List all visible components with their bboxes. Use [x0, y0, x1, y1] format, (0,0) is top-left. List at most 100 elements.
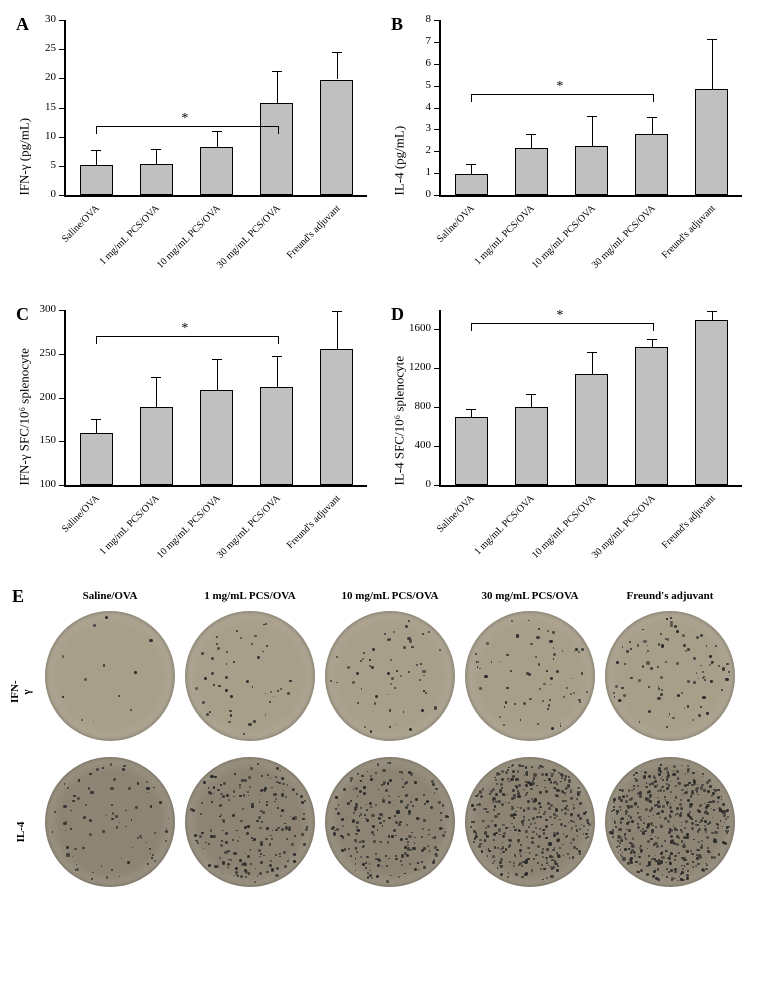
y-tick-mark	[59, 354, 64, 355]
y-tick-mark	[434, 485, 439, 486]
y-tick-mark	[434, 20, 439, 21]
bar	[455, 174, 488, 195]
error-cap	[151, 149, 161, 150]
error-cap	[526, 134, 536, 135]
well-row-ifn	[40, 606, 753, 746]
bar	[455, 417, 488, 485]
bar	[515, 407, 548, 485]
y-tick-mark	[59, 485, 64, 486]
y-tick-mark	[434, 151, 439, 152]
col-header: Freund's adjuvant	[600, 590, 740, 606]
error-cap	[526, 394, 536, 395]
error-bar	[277, 356, 278, 388]
y-tick-mark	[434, 42, 439, 43]
bar	[260, 387, 293, 485]
bar	[200, 390, 233, 485]
error-bar	[277, 71, 278, 103]
elispot-well	[605, 611, 735, 741]
error-cap	[272, 356, 282, 357]
error-bar	[712, 311, 713, 320]
error-cap	[587, 352, 597, 353]
significance-bracket	[471, 94, 654, 102]
panel-e: ESaline/OVA1 mg/mL PCS/OVA10 mg/mL PCS/O…	[10, 590, 753, 892]
well-cell	[600, 606, 740, 746]
y-tick-mark	[434, 173, 439, 174]
bar	[575, 374, 608, 485]
error-bar	[156, 377, 157, 408]
well-cell	[600, 752, 740, 892]
panel-b: B*012345678IL-4 (pg/mL)Saline/OVA1 mg/mL…	[385, 10, 750, 290]
bar	[140, 407, 173, 485]
y-tick-mark	[59, 398, 64, 399]
well-cell	[320, 606, 460, 746]
bar	[80, 165, 113, 195]
y-tick-mark	[59, 441, 64, 442]
row-header: IFN-γ	[9, 681, 33, 703]
error-bar	[96, 150, 97, 165]
bar	[140, 164, 173, 195]
error-bar	[471, 164, 472, 175]
y-tick-mark	[59, 49, 64, 50]
error-cap	[332, 311, 342, 312]
error-bar	[156, 149, 157, 164]
error-cap	[707, 39, 717, 40]
figure-root: A*051015202530IFN-γ (pg/mL)Saline/OVA1 m…	[10, 10, 753, 892]
error-cap	[91, 419, 101, 420]
elispot-well	[465, 611, 595, 741]
bar	[695, 320, 728, 485]
error-cap	[587, 116, 597, 117]
bar	[80, 433, 113, 486]
error-bar	[652, 117, 653, 133]
well-row-il4	[40, 752, 753, 892]
col-header: Saline/OVA	[40, 590, 180, 606]
error-cap	[707, 311, 717, 312]
bar	[320, 349, 353, 486]
chart-area: *	[64, 20, 367, 197]
error-bar	[652, 339, 653, 347]
bar	[260, 103, 293, 195]
col-header: 10 mg/mL PCS/OVA	[320, 590, 460, 606]
error-cap	[151, 377, 161, 378]
significance-star: *	[181, 321, 188, 337]
error-bar	[712, 39, 713, 89]
y-tick-mark	[434, 108, 439, 109]
panel-e-col-headers: Saline/OVA1 mg/mL PCS/OVA10 mg/mL PCS/OV…	[40, 590, 753, 606]
y-tick-mark	[434, 368, 439, 369]
well-cell	[320, 752, 460, 892]
well-cell	[40, 606, 180, 746]
chart-area: *	[64, 310, 367, 487]
well-cell	[180, 752, 320, 892]
error-bar	[471, 409, 472, 417]
y-tick-mark	[434, 86, 439, 87]
error-bar	[592, 116, 593, 146]
error-bar	[337, 311, 338, 349]
y-tick-mark	[434, 129, 439, 130]
y-tick-mark	[434, 329, 439, 330]
y-axis-label: IL-4 (pg/mL)	[391, 20, 407, 195]
well-cell	[460, 752, 600, 892]
row-header: IL-4	[15, 821, 27, 843]
y-axis-label: IFN-γ SFC/10⁶ splenocyte	[16, 310, 32, 485]
significance-star: *	[556, 79, 563, 95]
error-cap	[647, 117, 657, 118]
significance-star: *	[556, 308, 563, 324]
error-cap	[647, 339, 657, 340]
y-tick-mark	[434, 407, 439, 408]
row-ab: A*051015202530IFN-γ (pg/mL)Saline/OVA1 m…	[10, 10, 753, 290]
chart-area: *	[439, 310, 742, 487]
elispot-well	[465, 757, 595, 887]
error-bar	[592, 352, 593, 373]
elispot-well	[45, 757, 175, 887]
y-tick-mark	[59, 78, 64, 79]
row-cd: C*100150200250300IFN-γ SFC/10⁶ splenocyt…	[10, 300, 753, 580]
chart-area: *	[439, 20, 742, 197]
panel-a: A*051015202530IFN-γ (pg/mL)Saline/OVA1 m…	[10, 10, 375, 290]
elispot-well	[325, 757, 455, 887]
col-header: 1 mg/mL PCS/OVA	[180, 590, 320, 606]
bar	[200, 147, 233, 195]
elispot-well	[185, 757, 315, 887]
y-tick-mark	[59, 195, 64, 196]
significance-bracket	[471, 323, 654, 331]
y-axis-label: IL-4 SFC/10⁶ splenocyte	[391, 310, 407, 485]
bar	[695, 89, 728, 195]
